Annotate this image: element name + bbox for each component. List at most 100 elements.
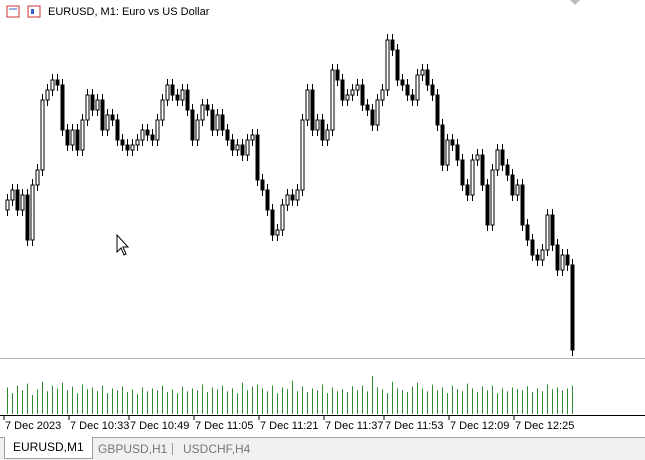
candle-body xyxy=(180,89,185,101)
candle-body xyxy=(190,109,195,141)
candle-body xyxy=(505,164,510,176)
chart-tab[interactable]: EURUSD,M1 xyxy=(4,437,93,459)
candle-body xyxy=(415,74,420,101)
candle-body xyxy=(560,254,565,271)
chart: EURUSD, M1: Euro vs US Dollar 7 Dec 2023… xyxy=(0,0,645,437)
candle-body xyxy=(215,114,220,131)
candle-body xyxy=(30,184,35,241)
candle-body xyxy=(570,264,575,351)
candle-body xyxy=(465,184,470,196)
candle-body xyxy=(280,204,285,231)
candle-body xyxy=(95,99,100,111)
candle-body xyxy=(25,194,30,241)
candle-body xyxy=(350,89,355,96)
candle-body xyxy=(355,84,360,91)
candle-body xyxy=(275,229,280,236)
candle-body xyxy=(420,69,425,76)
candle-body xyxy=(545,214,550,251)
candle-body xyxy=(235,144,240,151)
mouse-cursor xyxy=(116,233,130,256)
candle-body xyxy=(310,89,315,131)
candle-body xyxy=(340,79,345,101)
candle-body xyxy=(435,94,440,126)
candle-body xyxy=(475,154,480,161)
candle-body xyxy=(5,199,10,211)
x-tick-label: 7 Dec 2023 xyxy=(5,420,61,432)
chart-tab[interactable]: GBPUSD,H1 xyxy=(98,442,168,456)
x-tick-label: 7 Dec 11:53 xyxy=(385,420,444,432)
shift-marker xyxy=(570,0,580,5)
candle-body xyxy=(195,119,200,141)
candle-body xyxy=(210,109,215,131)
candle-body xyxy=(160,99,165,121)
candle-body xyxy=(255,134,260,181)
candle-body xyxy=(315,119,320,131)
x-tick-label: 7 Dec 10:33 xyxy=(70,420,129,432)
candle-body xyxy=(300,119,305,191)
candle-body xyxy=(430,84,435,96)
candle-body xyxy=(510,174,515,196)
x-tick-label: 7 Dec 12:09 xyxy=(450,420,509,432)
candle-body xyxy=(105,114,110,131)
candle-body xyxy=(335,69,340,81)
candle-body xyxy=(555,244,560,271)
candle-body xyxy=(450,139,455,146)
candle-body xyxy=(225,129,230,141)
candle-body xyxy=(380,89,385,101)
candle-body xyxy=(145,129,150,136)
candle-body xyxy=(10,189,15,201)
candle-body xyxy=(480,154,485,186)
candle-body xyxy=(295,189,300,201)
background xyxy=(0,0,645,437)
candle-body xyxy=(390,39,395,51)
candle-body xyxy=(385,39,390,91)
candle-body xyxy=(85,94,90,121)
candle-body xyxy=(20,194,25,211)
candle-body xyxy=(220,114,225,131)
chart-tab[interactable]: USDCHF,H4 xyxy=(183,442,251,456)
candle-body xyxy=(460,159,465,186)
candle-body xyxy=(100,99,105,131)
candle-body xyxy=(520,184,525,226)
candle-body xyxy=(50,79,55,91)
candle-body xyxy=(515,184,520,196)
candle-body xyxy=(345,94,350,101)
candle-body xyxy=(65,129,70,146)
candle-body xyxy=(400,79,405,86)
candle-body xyxy=(455,144,460,161)
candle-body xyxy=(130,144,135,151)
candle-body xyxy=(245,139,250,156)
candle-body xyxy=(120,139,125,146)
x-tick-label: 7 Dec 11:05 xyxy=(195,420,254,432)
candle-body xyxy=(150,134,155,141)
candle-body xyxy=(205,104,210,111)
candle-body xyxy=(60,84,65,131)
candle-body xyxy=(170,84,175,96)
window-icon xyxy=(6,5,20,18)
candle-body xyxy=(500,149,505,166)
candle-body xyxy=(250,134,255,141)
candle-body xyxy=(320,119,325,141)
candle-body xyxy=(240,144,245,156)
candle-body xyxy=(330,69,335,131)
candle-body xyxy=(110,114,115,121)
candle-body xyxy=(445,139,450,166)
candle-body xyxy=(70,129,75,146)
candle-body xyxy=(270,209,275,236)
candle-body xyxy=(140,129,145,141)
candle-body xyxy=(155,119,160,141)
candle-body xyxy=(305,89,310,121)
candle-body xyxy=(550,214,555,246)
candle-body xyxy=(565,254,570,266)
candle-body xyxy=(360,84,365,106)
candle-body xyxy=(115,119,120,141)
candle-body xyxy=(540,249,545,261)
candle-body xyxy=(200,104,205,121)
candle-body xyxy=(185,89,190,111)
x-tick-label: 7 Dec 10:49 xyxy=(130,420,189,432)
candle-body xyxy=(55,79,60,86)
candle-body xyxy=(375,99,380,126)
candle-body xyxy=(15,189,20,211)
candle-body xyxy=(485,184,490,226)
